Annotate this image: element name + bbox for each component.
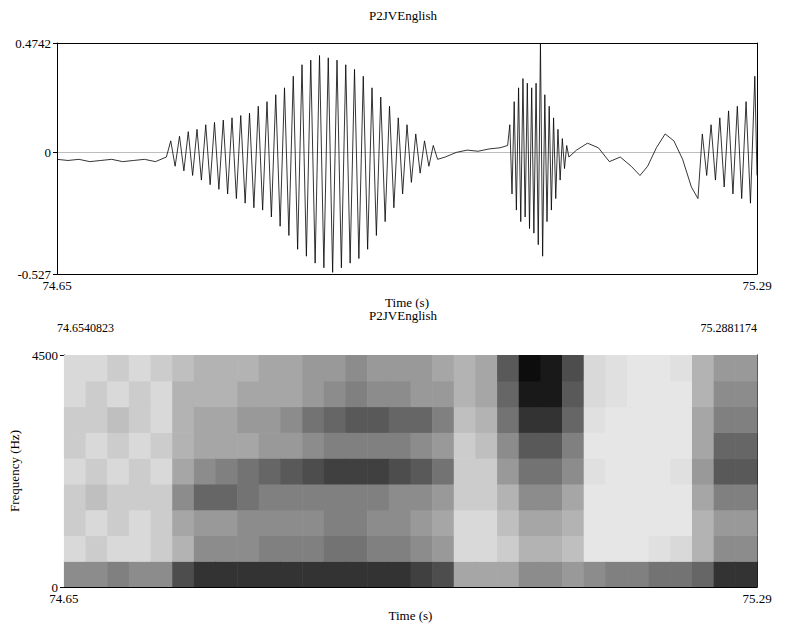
svg-text:74.65: 74.65 <box>42 278 71 293</box>
svg-text:75.2881174: 75.2881174 <box>700 321 757 335</box>
svg-text:-0.527: -0.527 <box>17 266 51 282</box>
svg-text:74.65: 74.65 <box>49 591 78 606</box>
svg-text:P2JVEnglish: P2JVEnglish <box>369 308 437 323</box>
svg-text:0: 0 <box>51 579 58 595</box>
svg-text:Time (s): Time (s) <box>388 608 432 623</box>
svg-text:74.6540823: 74.6540823 <box>57 321 114 335</box>
svg-text:P2JVEnglish: P2JVEnglish <box>369 8 437 23</box>
svg-text:0.4742: 0.4742 <box>15 36 51 51</box>
svg-text:Time (s): Time (s) <box>385 295 429 310</box>
svg-text:4500: 4500 <box>32 348 58 363</box>
svg-text:Frequency (Hz): Frequency (Hz) <box>7 430 22 512</box>
svg-text:0: 0 <box>45 145 52 160</box>
svg-text:75.29: 75.29 <box>742 278 771 293</box>
svg-text:75.29: 75.29 <box>742 591 771 606</box>
